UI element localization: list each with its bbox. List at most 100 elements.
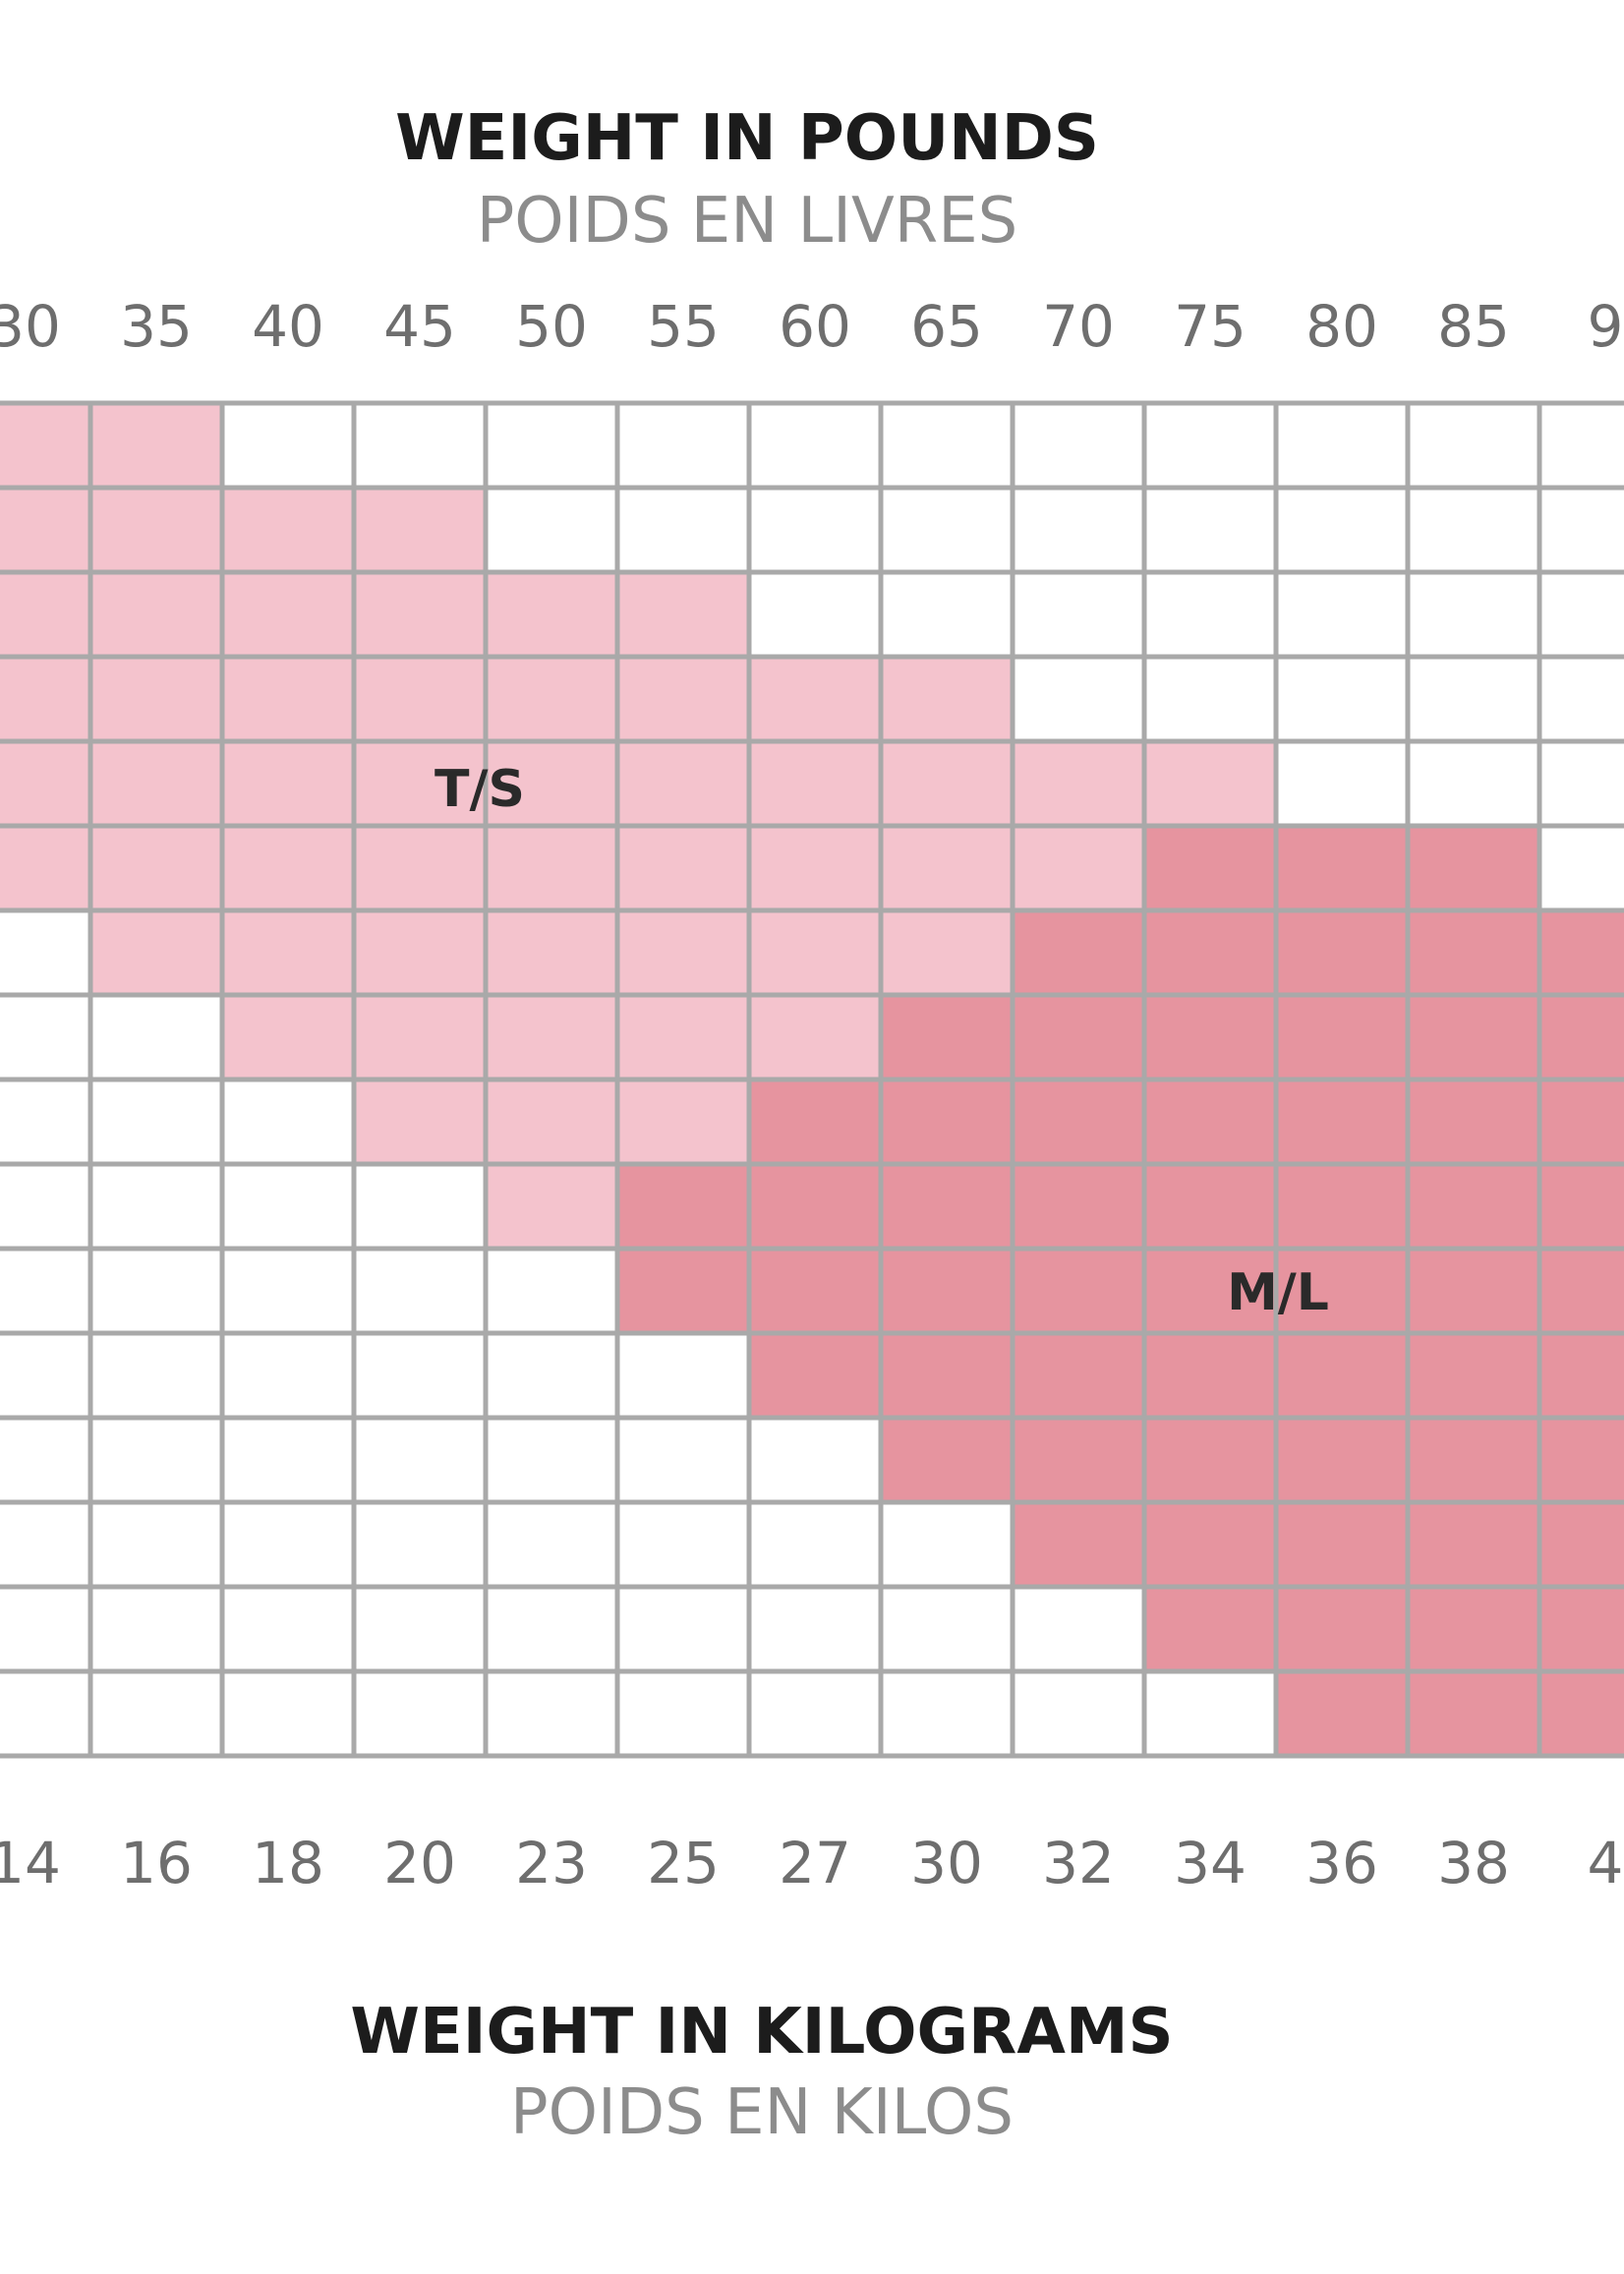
grid-cell-ts <box>878 907 1015 998</box>
grid-cell-empty <box>483 1246 620 1336</box>
grid-cell-empty <box>1273 738 1411 829</box>
grid-cell-ts <box>219 485 357 575</box>
grid-cell-empty <box>614 1330 752 1421</box>
grid-cell-ml <box>1405 1330 1542 1421</box>
grid-cell-empty <box>1537 738 1624 829</box>
grid-cell-empty <box>1141 569 1279 660</box>
pounds-tick-label: 80 <box>1305 293 1378 360</box>
grid-cell-ts <box>219 654 357 744</box>
grid-cell-ml <box>614 1161 752 1252</box>
kilograms-tick-label: 36 <box>1305 1830 1378 1896</box>
grid-cell-empty <box>87 1499 225 1590</box>
grid-cell-ts <box>351 738 489 829</box>
grid-cell-ts <box>614 992 752 1082</box>
grid-cell-ts <box>0 654 93 744</box>
grid-cell-ml <box>1537 1499 1624 1590</box>
grid-cell-ml <box>1141 823 1279 913</box>
grid-cell-ml <box>1141 907 1279 998</box>
grid-cell-ml <box>1273 1077 1411 1167</box>
grid-cell-empty <box>219 1415 357 1505</box>
grid-cell-empty <box>614 1499 752 1590</box>
grid-cell-empty <box>0 1668 93 1759</box>
grid-cell-ts <box>351 569 489 660</box>
grid-cell-empty <box>1405 654 1542 744</box>
grid-cell-ts <box>87 823 225 913</box>
pounds-tick-label: 50 <box>515 293 588 360</box>
grid-cell-ml <box>746 1246 884 1336</box>
bottom-axis-ticks: 14 16 18 20 23 25 27 30 32 34 36 38 4 <box>0 1830 1623 1896</box>
grid-cell-ml <box>1537 1668 1624 1759</box>
kilograms-tick-label: 25 <box>647 1830 720 1896</box>
grid-cell-ml <box>1010 1415 1147 1505</box>
grid-cell-empty <box>1537 569 1624 660</box>
grid-cell-empty <box>1405 738 1542 829</box>
grid-cell-empty <box>351 1499 489 1590</box>
grid-cell-ml <box>1405 907 1542 998</box>
grid-cell-empty <box>351 1668 489 1759</box>
grid-cell-empty <box>219 1161 357 1252</box>
grid-cell-empty <box>1537 485 1624 575</box>
grid-cell-empty <box>0 1161 93 1252</box>
grid-cell-ts <box>746 654 884 744</box>
grid-cell-ml <box>1141 1584 1279 1674</box>
grid-cell-ml <box>1405 1584 1542 1674</box>
grid-cell-ml <box>1405 1161 1542 1252</box>
grid-cell-empty <box>878 1668 1015 1759</box>
grid-cell-empty <box>1405 400 1542 491</box>
grid-cell-ml <box>878 1077 1015 1167</box>
grid-cell-empty <box>351 1246 489 1336</box>
grid-cell-empty <box>614 400 752 491</box>
grid-cell-ts <box>483 569 620 660</box>
grid-cell-ml <box>1273 823 1411 913</box>
grid-cell-empty <box>0 1246 93 1336</box>
grid-cell-empty <box>0 992 93 1082</box>
grid-cell-ml <box>1537 1330 1624 1421</box>
grid-cell-ts <box>614 907 752 998</box>
grid-cell-ts <box>1010 738 1147 829</box>
grid-cell-empty <box>351 1161 489 1252</box>
grid-cell-ts <box>746 738 884 829</box>
grid-cell-empty <box>351 1415 489 1505</box>
grid-cell-ml <box>1537 907 1624 998</box>
grid-cell-ts <box>87 907 225 998</box>
grid-cell-ml <box>1537 1415 1624 1505</box>
grid-cell-empty <box>614 485 752 575</box>
grid-cell-empty <box>87 1330 225 1421</box>
grid-cell-ts <box>219 569 357 660</box>
grid-cell-empty <box>878 1499 1015 1590</box>
grid-cell-empty <box>483 1668 620 1759</box>
grid-cell-empty <box>219 1330 357 1421</box>
grid-cell-ts <box>0 485 93 575</box>
grid-cell-empty <box>483 1415 620 1505</box>
grid-cell-ts <box>351 992 489 1082</box>
grid-cell-empty <box>878 1584 1015 1674</box>
pounds-tick-label: 55 <box>647 293 720 360</box>
grid-cell-ts <box>614 654 752 744</box>
grid-cell-empty <box>1141 485 1279 575</box>
grid-cell-ts <box>351 907 489 998</box>
grid-cell-ml <box>1537 992 1624 1082</box>
grid-cell-empty <box>746 1668 884 1759</box>
pounds-tick-label: 70 <box>1042 293 1115 360</box>
grid-cell-ml <box>1405 992 1542 1082</box>
grid-cell-empty <box>0 907 93 998</box>
grid-cell-ts <box>87 738 225 829</box>
grid-cell-empty <box>219 1499 357 1590</box>
grid-cell-empty <box>1141 654 1279 744</box>
grid-cell-ml <box>1273 1415 1411 1505</box>
grid-cell-ml <box>1537 1077 1624 1167</box>
grid-cell-empty <box>1010 400 1147 491</box>
grid-cell-empty <box>746 569 884 660</box>
kilograms-tick-label: 4 <box>1588 1830 1624 1896</box>
grid-cell-ts <box>746 992 884 1082</box>
grid-cell-empty <box>0 1077 93 1167</box>
grid-cell-ts <box>1010 823 1147 913</box>
grid-cell-ts <box>614 1077 752 1167</box>
grid-cell-empty <box>746 1415 884 1505</box>
grid-cell-ts <box>614 569 752 660</box>
grid-cell-ts <box>351 654 489 744</box>
grid-cell-empty <box>1273 569 1411 660</box>
kilograms-tick-label: 32 <box>1042 1830 1115 1896</box>
pounds-tick-label: 9 <box>1588 293 1624 360</box>
